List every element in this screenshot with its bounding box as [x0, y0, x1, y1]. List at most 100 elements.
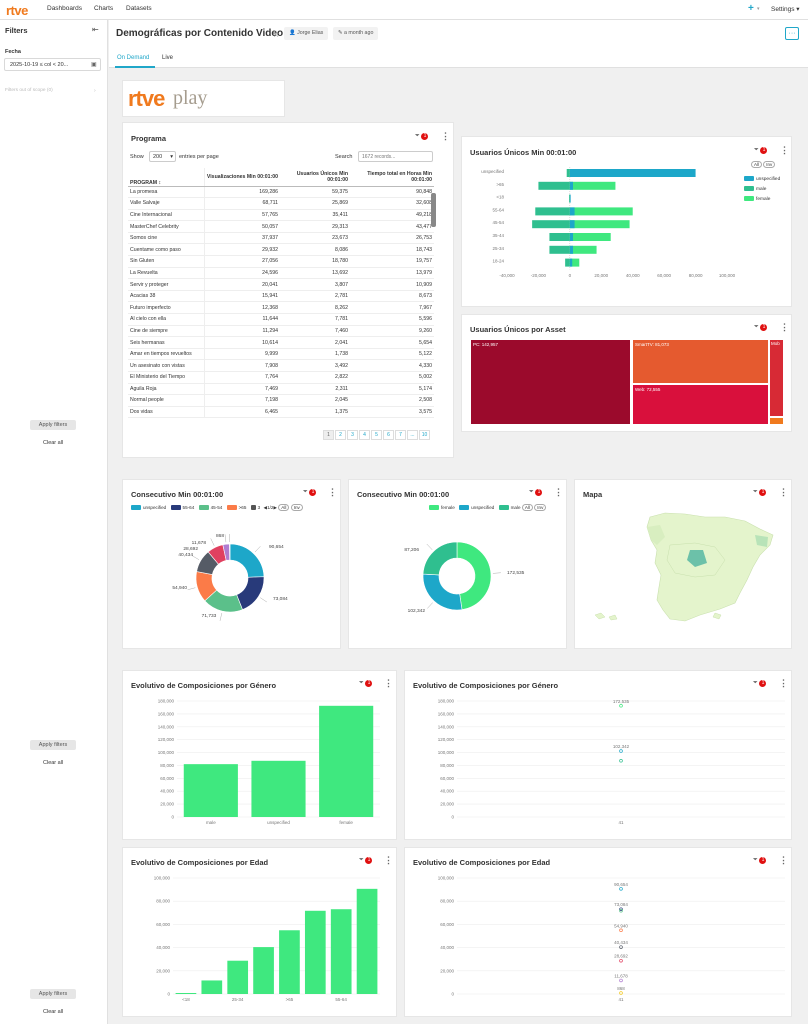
more-vertical-icon[interactable]: ⋮	[441, 131, 450, 141]
filter-icon: ⏷	[415, 133, 420, 139]
treemap-cell-pc[interactable]: PC: 142,957	[470, 339, 631, 425]
owner-badge[interactable]: 👤 Jorge Elias	[284, 27, 329, 40]
filters-out-of-scope[interactable]: Filters out of scope (0)	[5, 88, 53, 93]
more-vertical-icon[interactable]: ⋮	[779, 487, 788, 497]
table-row[interactable]: La Revuelta 24,596 13,692 13,979	[128, 267, 434, 280]
filter-badge[interactable]: ⏷ 1	[753, 680, 767, 687]
page-button[interactable]: 2	[335, 430, 346, 440]
more-vertical-icon[interactable]: ⋮	[328, 487, 337, 497]
page-button[interactable]: 1	[323, 430, 334, 440]
legend-item[interactable]: >65	[224, 505, 246, 511]
more-vertical-icon[interactable]: ⋮	[780, 322, 789, 332]
table-row[interactable]: Servir y proteger 20,041 3,807 10,909	[128, 278, 434, 291]
table-row[interactable]: La promesa 169,286 59,375 90,848	[128, 186, 434, 199]
table-row[interactable]: Aguila Roja 7,469 2,311 5,174	[128, 383, 434, 396]
more-vertical-icon[interactable]: ⋮	[779, 678, 788, 688]
apply-filters-button[interactable]: Apply filters	[30, 740, 76, 750]
legend-item[interactable]: unspecified	[131, 505, 166, 511]
legend-item[interactable]: 3	[248, 505, 260, 511]
treemap-cell-smarttv[interactable]: SmartTV: 81,073	[632, 339, 769, 384]
nav-charts[interactable]: Charts	[94, 5, 114, 12]
data-label: 87,206	[404, 547, 419, 553]
table-row[interactable]: Somos cine 37,937 23,673 26,753	[128, 232, 434, 245]
table-row[interactable]: Cine Internacional 57,765 35,411 49,218	[128, 209, 434, 222]
apply-filters-button[interactable]: Apply filters	[30, 420, 76, 430]
plus-icon[interactable]: +	[748, 3, 754, 14]
legend-item[interactable]: unspecified	[456, 505, 494, 511]
legend-item[interactable]: female	[429, 505, 455, 511]
legend-item[interactable]: male	[496, 505, 521, 511]
clear-all-button[interactable]: Clear all	[43, 760, 64, 766]
table-row[interactable]: Amar en tiempos revueltos 9,999 1,738 5,122	[128, 348, 434, 361]
spain-map[interactable]	[575, 505, 793, 650]
page-size-select[interactable]: 200 ▾	[149, 151, 176, 162]
collapse-icon[interactable]: ⇤	[92, 25, 99, 34]
search-input[interactable]	[358, 151, 433, 162]
nav-datasets[interactable]: Datasets	[126, 5, 152, 12]
more-vertical-icon[interactable]: ⋮	[780, 145, 789, 155]
legend-prev-icon[interactable]: ◀	[263, 505, 268, 510]
treemap-cell-web[interactable]: Web: 72,555	[632, 384, 769, 425]
dashboard-title: Demográficas por Contenido Video	[116, 28, 284, 39]
table-scrollbar[interactable]	[431, 193, 436, 227]
clear-all-button[interactable]: Clear all	[43, 1009, 64, 1015]
rtve-logo[interactable]: rtve	[6, 3, 28, 18]
table-row[interactable]: Acacias 38 15,941 2,781 8,673	[128, 290, 434, 303]
page-button[interactable]: 10	[419, 430, 430, 440]
legend-item[interactable]: 45-54	[196, 505, 222, 511]
filter-badge[interactable]: ⏷ 1	[303, 489, 317, 496]
table-row[interactable]: Normal people 7,198 2,045 2,508	[128, 394, 434, 407]
treemap-cell-mob[interactable]: Mob	[769, 339, 784, 417]
more-vertical-icon[interactable]: ⋮	[384, 678, 393, 688]
column-header[interactable]: PROGRAM ↕	[128, 168, 204, 187]
more-vertical-icon[interactable]: ⋮	[779, 855, 788, 865]
page-button[interactable]: 4	[359, 430, 370, 440]
table-row[interactable]: Un asesinato con vistas 7,908 3,492 4,330	[128, 359, 434, 372]
legend-item[interactable]: unspecified	[744, 175, 780, 185]
page-button[interactable]: 7	[395, 430, 406, 440]
table-row[interactable]: Seis hermanas 10,614 2,041 5,654	[128, 336, 434, 349]
more-vertical-icon[interactable]: ⋮	[554, 487, 563, 497]
table-row[interactable]: Dos vidas 6,465 1,375 3,575	[128, 406, 434, 419]
column-header[interactable]: Tiempo total en Horas Min 00:01:00	[350, 168, 434, 187]
legend-item[interactable]: male	[744, 185, 780, 195]
settings-menu[interactable]: Settings ▾	[771, 6, 800, 13]
column-header[interactable]: Visualizaciones Min 00:01:00	[203, 168, 280, 187]
table-row[interactable]: Futuro imperfecto 12,368 8,262 7,967	[128, 301, 434, 315]
treemap-cell-other[interactable]	[769, 417, 784, 425]
table-row[interactable]: Valle Salvaje 68,711 25,869 32,608	[128, 197, 434, 210]
filter-badge[interactable]: ⏷ 1	[359, 680, 373, 687]
filter-badge[interactable]: ⏷ 1	[753, 857, 767, 864]
fecha-field[interactable]: 2025-10-19 ≤ col < 20... ▣	[4, 58, 101, 71]
table-row[interactable]: Cine de siempre 11,294 7,460 9,260	[128, 325, 434, 338]
table-row[interactable]: Al cielo con ella 11,644 7,781 5,596	[128, 313, 434, 326]
legend-item[interactable]: female	[744, 195, 780, 205]
filter-badge[interactable]: ⏷ 1	[415, 133, 429, 140]
page-button[interactable]: 5	[371, 430, 382, 440]
filter-badge[interactable]: ⏷ 1	[753, 489, 767, 496]
page-button[interactable]: 6	[383, 430, 394, 440]
apply-filters-button[interactable]: Apply filters	[30, 989, 76, 999]
table-row[interactable]: MasterChef Celebrity 50,057 29,313 43,477	[128, 220, 434, 233]
filter-badge[interactable]: ⏷ 1	[529, 489, 543, 496]
legend-next-icon[interactable]: ▶	[273, 505, 277, 510]
more-vertical-icon[interactable]: ⋮	[384, 855, 393, 865]
table-row[interactable]: Cuentame como paso 29,932 8,086 18,743	[128, 243, 434, 257]
filter-badge[interactable]: ⏷ 1	[754, 324, 768, 331]
column-header[interactable]: Usuarios Únicos Min 00:01:00	[280, 168, 350, 187]
table-row[interactable]: El Ministerio del Tiempo 7,764 2,822 5,002	[128, 371, 434, 384]
legend-item[interactable]: 55-64	[168, 505, 194, 511]
chevron-down-icon[interactable]: ▾	[757, 6, 760, 12]
page-button[interactable]: 3	[347, 430, 358, 440]
more-options-button[interactable]: ···	[785, 27, 799, 40]
nav-dashboards[interactable]: Dashboards	[47, 5, 83, 12]
clear-all-button[interactable]: Clear all	[43, 440, 64, 446]
filter-badge[interactable]: ⏷ 1	[359, 857, 373, 864]
page-button[interactable]: ...	[407, 430, 418, 440]
star-icon[interactable]: ☆	[272, 29, 281, 39]
tab-on-demand[interactable]: On Demand	[117, 55, 150, 61]
legend-toggle[interactable]: All Inv	[751, 161, 776, 168]
filter-badge[interactable]: ⏷ 1	[754, 147, 768, 154]
table-row[interactable]: Sin Gluten 27,056 18,780 19,757	[128, 255, 434, 268]
tab-live[interactable]: Live	[162, 55, 174, 61]
